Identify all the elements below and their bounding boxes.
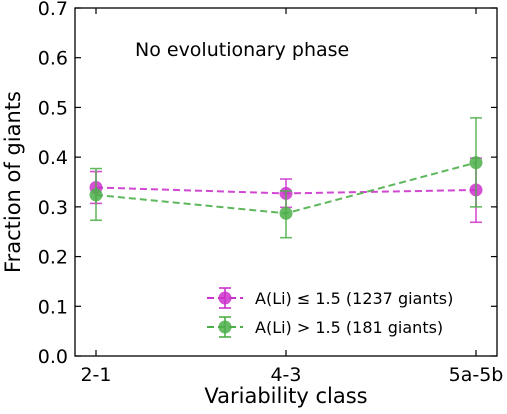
y-tick-label: 0.4 (38, 147, 68, 169)
legend-label: A(Li) ≤ 1.5 (1237 giants) (255, 289, 453, 308)
x-tick-label: 2-1 (80, 364, 111, 386)
x-tick-label: 4-3 (270, 364, 301, 386)
y-tick-label: 0.0 (38, 346, 68, 368)
legend-label: A(Li) > 1.5 (181 giants) (255, 318, 443, 337)
x-axis-label: Variability class (204, 384, 367, 408)
legend: A(Li) ≤ 1.5 (1237 giants) A(Li) > 1.5 (18… (207, 287, 453, 338)
y-axis-label: Fraction of giants (1, 91, 25, 273)
legend-entry: A(Li) ≤ 1.5 (1237 giants) (207, 287, 453, 309)
y-tick-label: 0.5 (38, 97, 68, 119)
data-point (89, 188, 103, 202)
legend-entry: A(Li) > 1.5 (181 giants) (207, 316, 443, 338)
y-tick-label: 0.1 (38, 296, 68, 318)
x-tick-label: 5a-5b (449, 364, 504, 386)
y-tick-label: 0.6 (38, 48, 68, 70)
data-point (469, 156, 483, 170)
y-tick-label: 0.2 (38, 247, 68, 269)
legend-marker (218, 291, 232, 305)
series-1 (89, 117, 483, 239)
legend-marker (218, 320, 232, 334)
chart-annotation: No evolutionary phase (135, 39, 349, 61)
y-tick-label: 0.7 (38, 0, 68, 20)
data-point (279, 206, 293, 220)
y-tick-label: 0.3 (38, 197, 68, 219)
